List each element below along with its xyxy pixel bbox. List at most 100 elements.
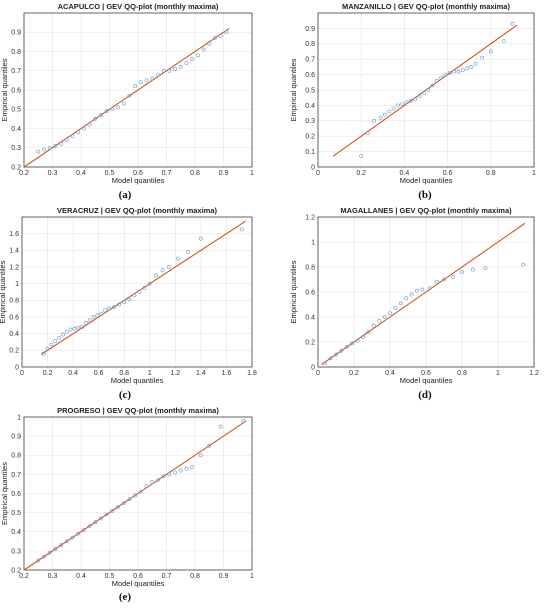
y-tick-label-b: 0.7 <box>305 57 315 64</box>
data-point-a <box>184 61 189 65</box>
x-tick-label-e: 1 <box>250 573 254 580</box>
data-point-a <box>70 134 75 139</box>
x-tick-label-c: 0.6 <box>94 370 104 377</box>
x-tick-label-d: 0.8 <box>457 370 467 377</box>
data-point-a <box>99 113 103 117</box>
plot-title-e: PROGRESO | GEV QQ-plot (monthly maxima) <box>57 406 219 415</box>
data-point-c <box>103 308 107 313</box>
data-point-d <box>470 267 475 272</box>
plot-title-d: MAGALLANES | GEV QQ-plot (monthly maxima… <box>340 206 512 215</box>
data-point-b <box>378 115 383 120</box>
x-tick-label-d: 1.2 <box>529 370 539 377</box>
x-tick-label-e: 0.7 <box>162 573 172 580</box>
data-point-c <box>72 326 77 331</box>
data-point-b <box>396 103 400 108</box>
x-tick-label-a: 0.7 <box>162 170 172 177</box>
data-point-d <box>355 338 360 343</box>
data-point-d <box>371 323 376 328</box>
y-tick-label-b: 0.9 <box>305 26 315 33</box>
panel-a: 0.2 0.3 0.4 0.5 0.6 0.7 0.8 0.9 1 0.2 0.3 0.4 0.5 0.6… <box>0 0 275 205</box>
x-tick-label-d: 0.2 <box>349 370 359 377</box>
data-point-d <box>409 292 414 297</box>
y-axis-label-e: Empirical quantiles <box>0 462 9 525</box>
data-point-a <box>161 68 166 73</box>
data-point-e <box>161 474 166 479</box>
data-point-d <box>393 306 398 311</box>
data-point-b <box>417 94 422 99</box>
reference-line-a <box>23 27 230 168</box>
y-tick-label-b: 0.6 <box>305 72 315 79</box>
data-point-a <box>195 53 200 58</box>
data-point-e <box>156 478 160 483</box>
x-tick-label-a: 0.8 <box>190 170 200 177</box>
data-point-a <box>36 149 41 154</box>
y-axis-label-c: Empirical quantiles <box>0 260 7 323</box>
y-tick-label-a: 0.6 <box>11 87 21 94</box>
data-point-e <box>198 453 203 458</box>
data-point-a <box>81 126 86 131</box>
data-point-a <box>53 143 58 148</box>
data-point-b <box>510 21 515 26</box>
data-point-c <box>186 250 191 254</box>
y-tick-label-b: 0.3 <box>305 118 315 125</box>
data-point-e <box>121 501 126 505</box>
data-point-d <box>388 311 392 316</box>
data-point-c <box>142 285 147 290</box>
data-point-a <box>42 147 46 152</box>
x-axis-label-a: Model quantiles <box>112 176 165 185</box>
data-point-e <box>70 535 75 540</box>
data-point-c <box>160 268 165 273</box>
data-point-a <box>138 80 143 85</box>
data-point-c <box>198 236 203 241</box>
x-tick-label-a: 0.6 <box>133 170 143 177</box>
y-tick-label-c: 0.4 <box>9 331 19 338</box>
data-point-b <box>439 75 444 80</box>
data-point-a <box>150 76 155 81</box>
y-tick-label-c: 0.2 <box>9 348 19 355</box>
y-tick-label-c: 1.2 <box>9 264 19 271</box>
x-tick-label-a: 0.5 <box>105 170 115 177</box>
x-tick-label-e: 0.8 <box>190 573 200 580</box>
qq-plot-b: 0 0.2 0.4 0.6 0.8 1 0 0.1 0.2 0.3 0.4 0.5 0.6 0.7 0.8 0… <box>289 2 536 185</box>
data-point-c <box>41 351 46 356</box>
data-point-b <box>452 69 456 74</box>
qq-plot-c: 0 0.2 0.4 0.6 0.8 1 1.2 1.4 1.6 1.8 0 0.2 0.4 0.6 0.8 1… <box>0 206 257 385</box>
data-point-b <box>460 68 465 72</box>
y-tick-label-a: 0.3 <box>11 145 21 152</box>
y-tick-label-e: 1 <box>17 414 21 421</box>
y-tick-label-a: 0.8 <box>11 49 21 56</box>
y-tick-label-e: 0.4 <box>11 529 21 536</box>
data-point-c <box>112 305 116 309</box>
x-tick-label-b: 1 <box>532 170 536 177</box>
reference-line-c <box>40 220 246 355</box>
data-point-e <box>116 504 120 509</box>
data-point-b <box>501 38 506 43</box>
y-tick-label-e: 0.3 <box>11 548 21 555</box>
data-point-b <box>434 78 439 83</box>
data-point-a <box>47 145 52 150</box>
data-point-d <box>350 341 355 346</box>
x-tick-label-e: 0.5 <box>105 573 115 580</box>
y-axis-label-d: Empirical quantiles <box>289 260 298 323</box>
data-point-a <box>110 107 115 112</box>
y-tick-label-b: 0.2 <box>305 134 315 141</box>
data-point-c <box>57 335 61 340</box>
y-tick-label-a: 0.7 <box>11 68 21 75</box>
data-point-a <box>87 122 92 127</box>
x-axis-label-c: Model quantiles <box>111 376 164 385</box>
data-point-d <box>460 270 464 274</box>
data-point-d <box>434 280 439 284</box>
panel-d: 0 0.2 0.4 0.6 0.8 1 1.2 0 0.2 0.4 0.6 0.8 1 1.2 MAGALL… <box>275 203 550 408</box>
y-tick-label-e: 0.7 <box>11 472 21 479</box>
data-point-e <box>99 516 103 521</box>
x-tick-label-e: 0.4 <box>76 573 86 580</box>
data-point-c <box>95 313 100 318</box>
axes-box-d <box>317 216 535 368</box>
data-point-b <box>426 88 431 92</box>
data-point-b <box>391 106 396 111</box>
data-point-d <box>334 352 338 357</box>
caption-c: (c) <box>118 389 132 401</box>
data-point-c <box>239 227 244 232</box>
y-tick-label-d: 0.4 <box>305 314 315 321</box>
y-tick-label-c: 0.8 <box>9 298 19 305</box>
